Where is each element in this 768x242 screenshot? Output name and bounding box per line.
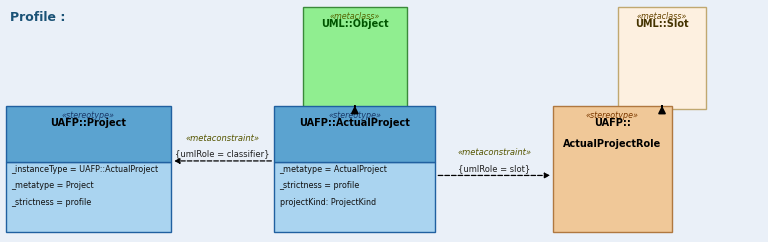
Text: _instanceType = UAFP::ActualProject: _instanceType = UAFP::ActualProject bbox=[12, 165, 158, 174]
Text: «stereotype»: «stereotype» bbox=[585, 111, 639, 120]
Text: _strictness = profile: _strictness = profile bbox=[12, 198, 91, 207]
Bar bbox=[274, 106, 435, 162]
Text: «stereotype»: «stereotype» bbox=[328, 111, 382, 120]
Text: {umlRole = slot}: {umlRole = slot} bbox=[458, 164, 531, 173]
Text: UML::Object: UML::Object bbox=[321, 19, 389, 29]
Text: UAFP::: UAFP:: bbox=[594, 118, 631, 128]
Text: projectKind: ProjectKind: projectKind: ProjectKind bbox=[280, 198, 376, 207]
Bar bbox=[6, 162, 170, 232]
Bar bbox=[303, 7, 407, 109]
Text: «metaconstraint»: «metaconstraint» bbox=[186, 134, 260, 143]
Text: UML::Slot: UML::Slot bbox=[635, 19, 689, 29]
Text: «stereotype»: «stereotype» bbox=[61, 111, 115, 120]
Text: «metaclass»: «metaclass» bbox=[637, 12, 687, 21]
Bar bbox=[553, 106, 671, 232]
Text: _metatype = ActualProject: _metatype = ActualProject bbox=[280, 165, 387, 174]
Text: «metaconstraint»: «metaconstraint» bbox=[457, 148, 531, 157]
Text: {umlRole = classifier}: {umlRole = classifier} bbox=[175, 150, 270, 159]
Bar bbox=[617, 7, 706, 109]
Bar bbox=[6, 106, 170, 162]
Text: UAFP::Project: UAFP::Project bbox=[51, 118, 126, 128]
Bar bbox=[274, 162, 435, 232]
Text: UAFP::ActualProject: UAFP::ActualProject bbox=[300, 118, 410, 128]
Text: _metatype = Project: _metatype = Project bbox=[12, 181, 94, 190]
Text: _strictness = profile: _strictness = profile bbox=[280, 181, 359, 190]
Text: «metaclass»: «metaclass» bbox=[329, 12, 380, 21]
Text: Profile :: Profile : bbox=[10, 11, 65, 24]
Text: ActualProjectRole: ActualProjectRole bbox=[563, 139, 661, 149]
